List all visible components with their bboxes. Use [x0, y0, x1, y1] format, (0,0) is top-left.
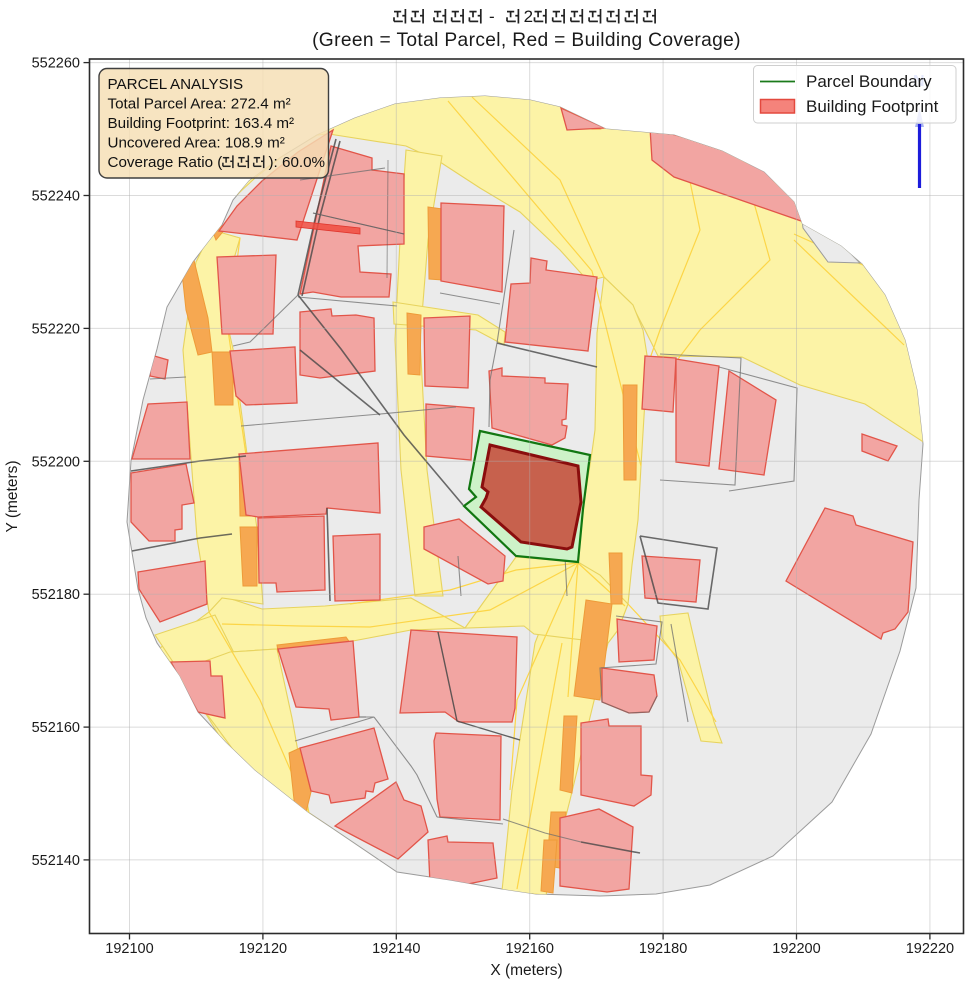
svg-text:552140: 552140 [32, 853, 80, 869]
svg-text:Total Parcel Area: 272.4 m²: Total Parcel Area: 272.4 m² [108, 96, 291, 113]
svg-text:Building Footprint: 163.4 m²: Building Footprint: 163.4 m² [108, 115, 295, 132]
svg-text:192220: 192220 [906, 941, 954, 957]
svg-text:192180: 192180 [639, 941, 687, 957]
svg-text:(Green = Total Parcel, Red = B: (Green = Total Parcel, Red = Building Co… [312, 30, 741, 51]
svg-text:552180: 552180 [32, 587, 80, 603]
svg-text:552160: 552160 [32, 720, 80, 736]
svg-text:192160: 192160 [506, 941, 554, 957]
svg-text:PARCEL ANALYSIS: PARCEL ANALYSIS [108, 76, 244, 93]
svg-text:): 60.0%: ): 60.0% [269, 154, 326, 171]
svg-text:192120: 192120 [239, 941, 287, 957]
svg-text:Coverage Ratio (: Coverage Ratio ( [108, 154, 223, 171]
svg-text:Uncovered Area: 108.9 m²: Uncovered Area: 108.9 m² [108, 135, 285, 152]
svg-text:Building Footprint: Building Footprint [806, 97, 939, 116]
svg-text:192100: 192100 [105, 941, 153, 957]
svg-text:552220: 552220 [32, 321, 80, 337]
svg-text:552200: 552200 [32, 454, 80, 470]
svg-text:X (meters): X (meters) [490, 962, 562, 979]
svg-text:Y (meters): Y (meters) [4, 460, 21, 532]
svg-text:552260: 552260 [32, 56, 80, 72]
svg-text:192140: 192140 [372, 941, 420, 957]
svg-text:Parcel Boundary: Parcel Boundary [806, 72, 932, 91]
svg-text:552240: 552240 [32, 189, 80, 205]
svg-text:2: 2 [524, 7, 533, 26]
svg-text:192200: 192200 [772, 941, 820, 957]
svg-text:-: - [489, 7, 495, 26]
